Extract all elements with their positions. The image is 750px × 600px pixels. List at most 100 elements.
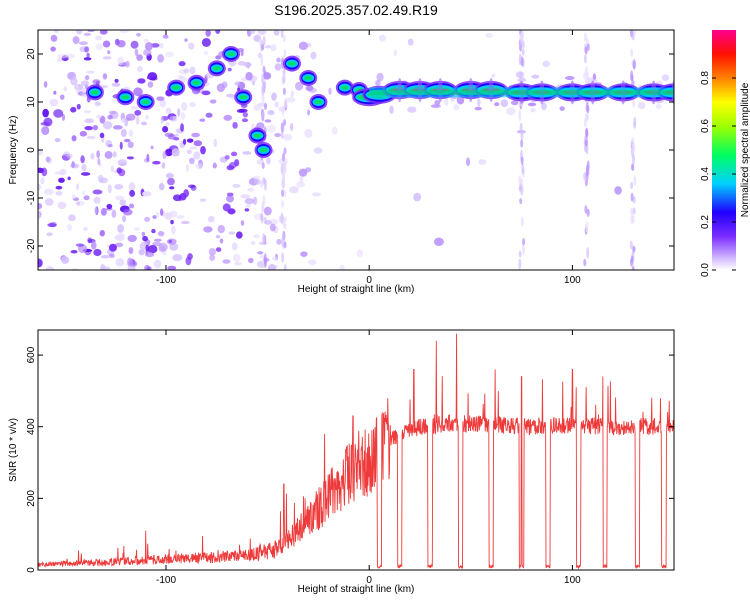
colorbar: 0.0 0.2 0.4 0.6 0.8 Normalized spectral ampl… [700, 30, 750, 277]
spectrogram-noise-blob [232, 183, 241, 188]
spectrogram-noise-blob [531, 74, 540, 79]
spectrogram-noise-blob [150, 145, 154, 150]
spectrogram-noise-blob [144, 216, 151, 222]
snr-x-tick-label-0: -100 [156, 575, 176, 586]
spectrogram-noise-blob [138, 248, 145, 256]
spectrogram-noise-blob [127, 141, 134, 149]
spectrogram-noise-blob [215, 247, 222, 252]
spectrogram-noise-blob [65, 53, 76, 59]
spectrogram-noise-blob [289, 186, 299, 194]
snr-x-axis-label: Height of straight line (km) [298, 584, 415, 595]
spectrogram-noise-blob [215, 30, 221, 35]
spectrogram-noise-blob [307, 109, 311, 116]
spectrogram-noise-blob [70, 106, 77, 113]
spectrogram-noise-blob [204, 51, 209, 55]
spectrogram-noise-blob [434, 99, 441, 106]
spectrogram-noise-blob [45, 156, 51, 163]
spectrogram-noise-blob [128, 129, 134, 137]
spectrogram-streak-blob [280, 122, 284, 134]
spectrogram-noise-blob [95, 43, 104, 51]
spectrogram-noise-blob [53, 90, 57, 95]
spectrogram-x-tick-label-0: -100 [156, 275, 176, 286]
spectrogram-noise-blob [193, 151, 201, 160]
spectrogram-noise-blob [236, 109, 245, 113]
spectrogram-noise-blob [274, 132, 281, 138]
spectrogram-noise-blob [205, 30, 211, 37]
spectrogram-noise-blob [453, 104, 460, 111]
spectrogram-noise-blob [312, 192, 321, 197]
spectrogram-streak-blob [583, 118, 587, 128]
spectrogram-streak-blob [263, 70, 267, 80]
spectrogram-noise-blob [465, 157, 471, 167]
spectrogram-streak-blob [630, 192, 634, 202]
spectrogram-noise-blob [108, 253, 115, 258]
spectrogram-noise-blob [83, 32, 92, 36]
spectrogram-noise-blob [117, 224, 125, 233]
spectrogram-streak-blob [586, 160, 590, 171]
spectrogram-noise-blob [272, 256, 277, 261]
spectrogram-streak-blob [262, 233, 266, 245]
spectrogram-noise-blob [407, 38, 414, 46]
spectrogram-noise-blob [57, 53, 68, 59]
spectrogram-noise-blob [375, 79, 381, 87]
spectrogram-noise-blob [294, 81, 304, 91]
spectrogram-noise-blob [165, 122, 170, 126]
spectrogram-noise-blob [104, 151, 113, 159]
spectrogram-streak-blob [630, 207, 634, 215]
spectrogram-noise-blob [74, 200, 85, 206]
snr-y-tick-label-0: 0 [26, 567, 37, 573]
colorbar-tick-label-1: 0.2 [700, 215, 711, 229]
spectrogram-noise-blob [253, 234, 260, 239]
spectrogram-noise-blob [100, 255, 110, 259]
spectrogram-noise-blob [389, 105, 394, 114]
spectrogram-noise-blob [128, 182, 136, 191]
colorbar-tick-label-3: 0.6 [700, 119, 711, 133]
spectrogram-noise-blob [240, 220, 245, 226]
spectrogram-noise-blob [167, 177, 175, 186]
snr-series-line [38, 333, 674, 570]
spectrogram-noise-blob [177, 107, 181, 117]
spectrogram-noise-blob [222, 203, 231, 212]
spectrogram-noise-blob [80, 155, 85, 164]
spectrogram-noise-blob [90, 152, 95, 160]
spectrogram-noise-blob [232, 121, 238, 129]
spectrogram-noise-blob [92, 124, 98, 131]
spectrogram-noise-blob [209, 254, 216, 261]
spectrogram-noise-blob [110, 165, 115, 173]
spectrogram-noise-blob [201, 37, 211, 47]
spectrogram-noise-blob [125, 113, 136, 121]
spectrogram-noise-blob [122, 208, 133, 216]
spectrogram-streak-blob [283, 222, 287, 230]
spectrogram-noise-blob [253, 175, 261, 180]
spectrogram-y-tick-label-0: -20 [26, 238, 37, 253]
spectrogram-noise-blob [227, 67, 232, 72]
spectrogram-noise-blob [55, 191, 63, 196]
spectrogram-noise-blob [527, 102, 537, 107]
spectrogram-noise-blob [243, 61, 252, 68]
spectrogram-streak-blob [633, 175, 637, 187]
spectrogram-noise-blob [143, 38, 149, 43]
spectrogram-streak-blob [583, 172, 587, 181]
spectrogram-noise-blob [234, 159, 240, 167]
spectrogram-streak-blob [519, 122, 523, 134]
spectrogram-noise-blob [298, 168, 308, 177]
spectrogram-noise-blob [99, 230, 105, 237]
spectrogram-noise-blob [167, 133, 176, 140]
spectrogram-noise-blob [150, 43, 160, 48]
spectrogram-noise-blob [38, 183, 42, 191]
spectrogram-noise-blob [61, 256, 70, 264]
spectrogram-noise-blob [271, 92, 277, 101]
snr-x-tick-label-1: 0 [366, 575, 372, 586]
spectrogram-noise-blob [112, 151, 117, 158]
spectrogram-noise-blob [160, 117, 164, 124]
spectrogram-streak-blob [631, 163, 635, 171]
spectrogram-noise-blob [209, 99, 217, 104]
spectrogram-noise-blob [43, 117, 53, 127]
spectrogram-noise-blob [80, 172, 91, 176]
spectrogram-noise-blob [54, 171, 65, 175]
spectrogram-noise-blob [478, 159, 487, 165]
spectrogram-noise-blob [376, 72, 384, 82]
spectrogram-noise-blob [564, 75, 575, 81]
spectrogram-y-tick-label-1: -10 [26, 190, 37, 205]
spectrogram-noise-blob [114, 195, 125, 201]
